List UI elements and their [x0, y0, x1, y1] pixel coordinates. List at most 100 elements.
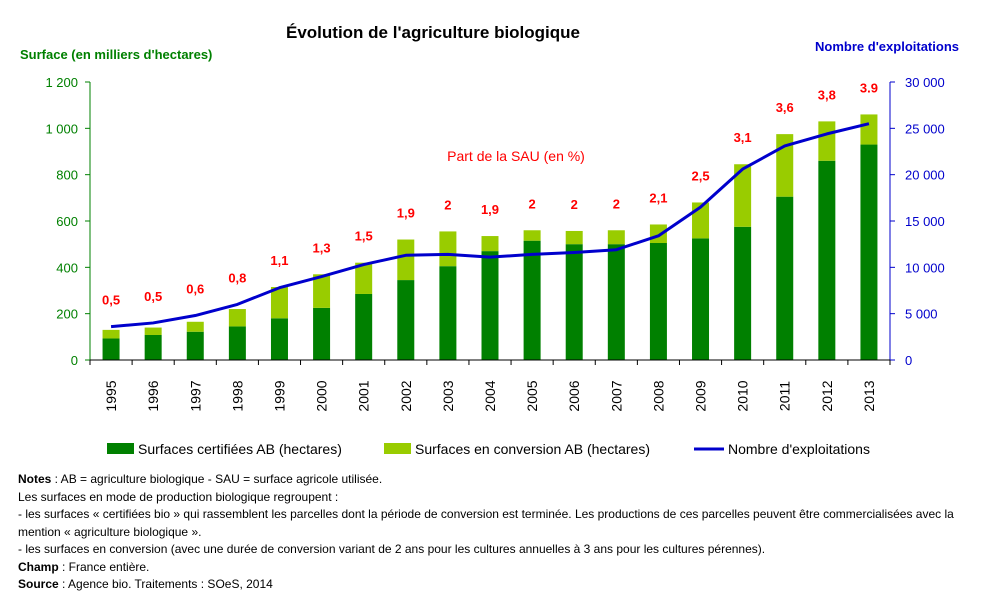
x-tick-label-1997: 1997 — [187, 380, 203, 411]
left-tick-label: 400 — [56, 260, 78, 275]
x-tick-label-2011: 2011 — [777, 381, 793, 411]
left-tick-label: 0 — [71, 353, 78, 368]
bar-certified-1999 — [270, 318, 288, 360]
chart: Évolution de l'agriculture biologique Su… — [20, 23, 959, 457]
plot-area: 0 200 400 600 800 1 000 1 200 0 5 000 10 000 15 00… — [45, 75, 944, 412]
right-tick-label: 25 000 — [905, 121, 945, 136]
sau-share-label-2011: 3,6 — [776, 100, 794, 115]
legend: Surfaces certifiées AB (hectares) Surface… — [107, 441, 870, 457]
bar-conversion-2004 — [481, 236, 499, 252]
bar-certified-2006 — [565, 244, 583, 360]
bar-certified-2013 — [860, 144, 878, 360]
x-tick-label-1998: 1998 — [229, 380, 245, 411]
bar-certified-2012 — [818, 160, 836, 360]
left-tick-label: 600 — [56, 214, 78, 229]
bar-certified-2005 — [523, 240, 541, 360]
sau-share-label-1998: 0,8 — [228, 270, 246, 285]
x-tick-label-2013: 2013 — [861, 380, 877, 411]
notes-champ: Champ : France entière. — [18, 559, 150, 574]
bar-conversion-1996 — [144, 327, 162, 335]
left-tick-label: 800 — [56, 168, 78, 183]
notes-line-1: Notes : AB = agriculture biologique - SA… — [18, 472, 383, 486]
notes: Notes : AB = agriculture biologique - SA… — [18, 471, 968, 594]
right-axis-label: Nombre d'exploitations — [815, 39, 959, 54]
bar-certified-2007 — [607, 244, 625, 360]
bar-certified-2002 — [397, 280, 415, 360]
sau-share-label-2010: 3,1 — [734, 130, 752, 145]
notes-line-2: Les surfaces en mode de production biolo… — [18, 489, 339, 504]
bar-conversion-2010 — [734, 164, 752, 227]
x-tick-label-2000: 2000 — [314, 380, 330, 411]
bar-certified-2008 — [649, 243, 667, 360]
x-tick-label-2001: 2001 — [356, 380, 372, 411]
bar-certified-2009 — [692, 238, 710, 360]
x-tick-label-2005: 2005 — [524, 380, 540, 411]
bar-certified-1998 — [228, 326, 246, 360]
line-exploitations — [110, 122, 870, 329]
bar-conversion-2001 — [355, 262, 373, 294]
legend-label-exploitations: Nombre d'exploitations — [728, 441, 870, 457]
sau-share-label-2013: 3.9 — [860, 80, 878, 95]
left-tick-label: 1 200 — [45, 75, 78, 90]
sau-share-label-2007: 2 — [613, 196, 620, 211]
sau-share-label-2009: 2,5 — [691, 168, 709, 183]
bar-conversion-2005 — [523, 230, 541, 241]
bar-conversion-2003 — [439, 231, 457, 267]
legend-swatch-certified — [107, 443, 134, 454]
right-tick-label: 30 000 — [905, 75, 945, 90]
sau-share-label-1997: 0,6 — [186, 282, 204, 297]
bar-certified-1997 — [186, 331, 204, 360]
x-tick-label-1999: 1999 — [271, 380, 287, 411]
bar-certified-1996 — [144, 334, 162, 360]
notes-line-3: - les surfaces « certifiées bio » qui ra… — [18, 507, 954, 539]
bar-conversion-2002 — [397, 239, 415, 281]
right-tick-label: 5 000 — [905, 307, 938, 322]
right-tick-label: 0 — [905, 353, 912, 368]
sau-share-label-2006: 2 — [571, 197, 578, 212]
sau-share-label-1996: 0,5 — [144, 289, 162, 304]
bar-conversion-1997 — [186, 321, 204, 332]
left-tick-label: 200 — [56, 307, 78, 322]
left-axis-label: Surface (en milliers d'hectares) — [20, 47, 212, 62]
bar-certified-2004 — [481, 251, 499, 360]
x-tick-label-2008: 2008 — [650, 380, 666, 411]
x-tick-label-2006: 2006 — [566, 380, 582, 411]
x-tick-label-2009: 2009 — [693, 380, 709, 411]
x-tick-label-2004: 2004 — [482, 380, 498, 411]
bar-conversion-2013 — [860, 114, 878, 145]
right-tick-label: 20 000 — [905, 168, 945, 183]
sau-share-label-1999: 1,1 — [270, 253, 288, 268]
sau-share-label-2005: 2 — [528, 196, 535, 211]
legend-swatch-conversion — [384, 443, 411, 454]
x-tick-label-1996: 1996 — [145, 380, 161, 411]
bar-conversion-2007 — [607, 230, 625, 245]
bar-certified-1995 — [102, 338, 120, 360]
bar-certified-2000 — [313, 307, 331, 360]
x-tick-label-1995: 1995 — [103, 380, 119, 411]
sau-share-label-2001: 1,5 — [355, 229, 373, 244]
sau-share-label-2000: 1,3 — [313, 240, 331, 255]
bar-conversion-2000 — [313, 274, 331, 308]
bar-conversion-1995 — [102, 329, 120, 339]
legend-label-conversion: Surfaces en conversion AB (hectares) — [415, 441, 650, 457]
left-tick-label: 1 000 — [45, 121, 78, 136]
right-tick-label: 10 000 — [905, 260, 945, 275]
x-tick-label-2010: 2010 — [735, 380, 751, 411]
bar-conversion-1999 — [270, 287, 288, 319]
sau-share-label-2004: 1,9 — [481, 202, 499, 217]
x-tick-label-2007: 2007 — [608, 380, 624, 411]
right-tick-label: 15 000 — [905, 214, 945, 229]
chart-title: Évolution de l'agriculture biologique — [286, 23, 580, 42]
sau-share-label-2003: 2 — [444, 197, 451, 212]
bar-certified-2003 — [439, 266, 457, 360]
sau-share-label-2012: 3,8 — [818, 87, 836, 102]
notes-source: Source : Agence bio. Traitements : SOeS,… — [18, 577, 273, 591]
x-tick-label-2002: 2002 — [398, 380, 414, 411]
bar-certified-2011 — [776, 196, 794, 360]
sau-label: Part de la SAU (en %) — [447, 148, 585, 164]
bar-conversion-2006 — [565, 230, 583, 245]
notes-line-4: - les surfaces en conversion (avec une d… — [18, 542, 766, 556]
bar-conversion-2012 — [818, 121, 836, 161]
x-tick-label-2012: 2012 — [819, 380, 835, 411]
sau-share-label-2002: 1,9 — [397, 206, 415, 221]
